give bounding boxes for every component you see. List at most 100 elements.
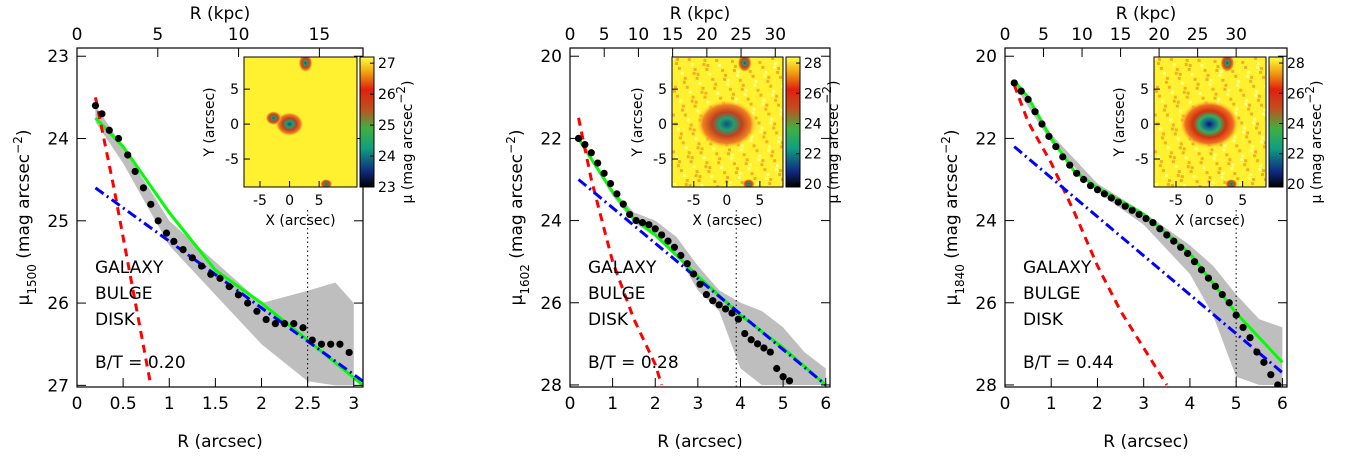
- image-noise: [683, 76, 687, 80]
- image-noise: [1173, 132, 1177, 136]
- image-noise: [1262, 169, 1266, 173]
- data-point: [747, 336, 755, 344]
- colorbar-tick-label: 22: [1287, 147, 1305, 163]
- image-noise: [702, 62, 706, 66]
- image-noise: [1246, 168, 1250, 172]
- image-noise: [735, 73, 739, 77]
- data-point: [1267, 371, 1275, 379]
- image-noise: [1210, 185, 1214, 187]
- image-noise: [1259, 70, 1263, 74]
- y-axis-label-part: −2: [504, 136, 518, 154]
- image-noise: [688, 90, 692, 94]
- image-noise: [1163, 104, 1167, 108]
- image-noise: [1250, 149, 1254, 153]
- colorbar-label-part: −2: [820, 86, 834, 104]
- inset-x-label: X (arcsec): [692, 213, 762, 229]
- image-noise: [712, 147, 716, 151]
- image-noise: [1241, 60, 1245, 64]
- image-noise: [1177, 76, 1181, 80]
- x-axis-label: R (arcsec): [177, 432, 263, 452]
- data-point: [327, 340, 335, 348]
- y-tick-label: 22: [540, 129, 562, 149]
- image-noise: [1258, 94, 1262, 98]
- image-noise: [718, 63, 722, 67]
- x-tick-label: 0: [1000, 394, 1011, 414]
- image-noise: [1188, 100, 1192, 104]
- image-noise: [732, 162, 736, 166]
- image-noise: [1162, 71, 1166, 75]
- data-point: [262, 315, 270, 324]
- image-noise: [1171, 123, 1175, 127]
- image-noise: [672, 113, 675, 117]
- image-noise: [1170, 127, 1174, 131]
- image-noise: [1182, 184, 1186, 187]
- image-noise: [780, 145, 783, 149]
- image-noise: [716, 185, 720, 187]
- image-noise: [679, 169, 683, 173]
- image-noise: [1186, 165, 1190, 169]
- data-point: [139, 184, 148, 192]
- image-noise: [727, 78, 731, 82]
- image-noise: [704, 165, 708, 169]
- x-tick-label: 2: [256, 394, 267, 414]
- image-noise: [1249, 173, 1253, 177]
- colorbar-tick-label: 28: [804, 56, 822, 72]
- image-noise: [674, 61, 678, 65]
- image-noise: [1210, 148, 1214, 152]
- x-tick-label: 3: [1138, 394, 1149, 414]
- data-point: [1184, 249, 1192, 258]
- data-point: [124, 151, 132, 159]
- image-noise: [678, 136, 682, 140]
- image-noise: [748, 69, 752, 73]
- image-noise: [1206, 73, 1210, 77]
- image-noise: [1211, 181, 1215, 185]
- image-noise: [777, 66, 781, 70]
- image-noise: [1250, 75, 1254, 79]
- image-noise: [775, 168, 779, 172]
- image-noise: [768, 145, 772, 149]
- image-noise: [701, 86, 705, 90]
- image-noise: [697, 142, 701, 146]
- image-noise: [1219, 69, 1223, 73]
- image-noise: [1223, 144, 1227, 148]
- y-axis-label-part: 1500: [25, 264, 39, 295]
- data-point: [670, 243, 679, 251]
- companion-blob: [265, 111, 282, 126]
- inset-x-tick-label: -5: [687, 193, 701, 209]
- image-noise: [1215, 68, 1219, 72]
- data-point: [299, 324, 307, 332]
- image-noise: [700, 184, 704, 187]
- image-noise: [1154, 150, 1157, 154]
- image-noise: [1214, 92, 1218, 96]
- image-noise: [1174, 165, 1178, 169]
- data-point: [690, 270, 698, 278]
- image-noise: [692, 128, 696, 132]
- image-noise: [1239, 182, 1243, 186]
- image-noise: [1233, 135, 1237, 139]
- image-noise: [761, 159, 765, 163]
- image-noise: [781, 178, 783, 182]
- inset-y-label: Y (arcsec): [202, 87, 218, 157]
- image-noise: [1240, 158, 1244, 162]
- image-noise: [1264, 141, 1266, 145]
- image-noise: [694, 137, 698, 141]
- x-tick-label: 1.5: [202, 394, 229, 414]
- image-noise: [767, 149, 771, 153]
- y-tick-label: 25: [47, 212, 69, 232]
- colorbar-tick-label: 20: [804, 177, 822, 193]
- image-noise: [1176, 100, 1180, 104]
- data-point: [234, 291, 243, 299]
- image-noise: [1251, 145, 1255, 149]
- image-noise: [676, 164, 680, 168]
- image-noise: [764, 70, 768, 74]
- image-noise: [1248, 177, 1252, 181]
- data-point: [225, 283, 233, 291]
- y-axis-label: μ1602 (mag arcsec−2): [504, 130, 532, 306]
- image-noise: [751, 74, 755, 78]
- inset-y-label: Y (arcsec): [1112, 87, 1128, 157]
- x2-axis-label: R (kpc): [190, 4, 250, 24]
- image-noise: [696, 109, 700, 113]
- star-blob: [298, 57, 313, 72]
- image-noise: [1165, 76, 1169, 80]
- image-noise: [1236, 83, 1240, 87]
